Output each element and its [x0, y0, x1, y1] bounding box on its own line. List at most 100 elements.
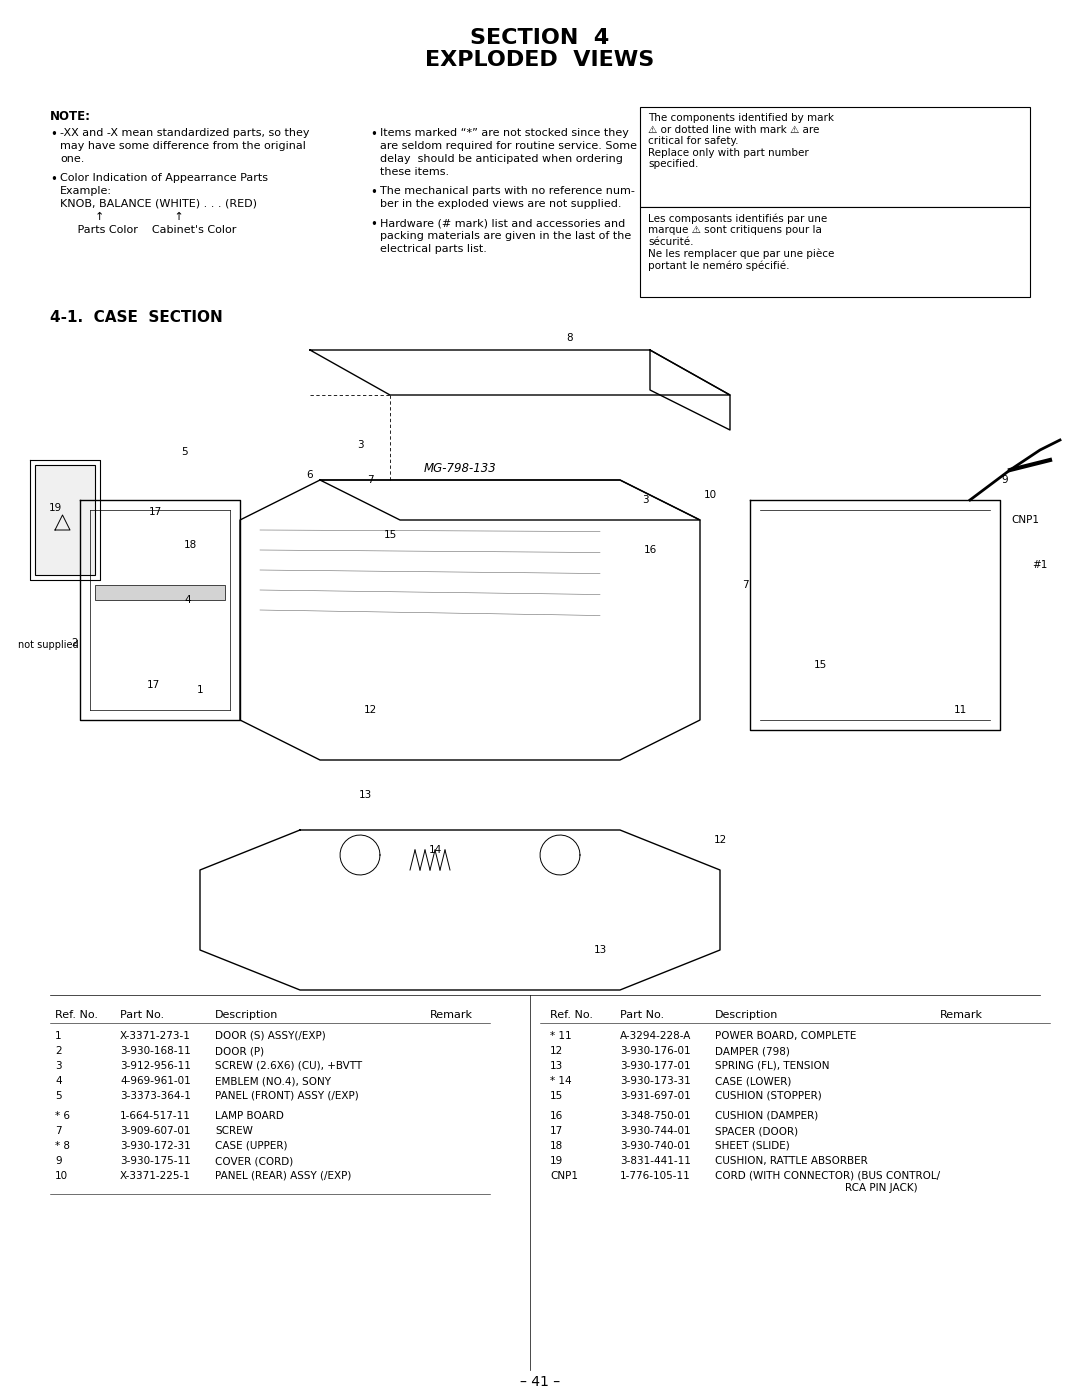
Text: 17: 17	[550, 1126, 564, 1136]
Text: 18: 18	[184, 541, 197, 550]
Text: 16: 16	[644, 545, 657, 555]
Text: Remark: Remark	[430, 1010, 473, 1020]
Text: 4: 4	[55, 1076, 62, 1085]
Text: A-3294-228-A: A-3294-228-A	[620, 1031, 691, 1041]
Text: 1: 1	[197, 685, 203, 694]
Text: 15: 15	[813, 659, 826, 671]
Text: 14: 14	[429, 845, 442, 855]
Text: #1: #1	[1032, 560, 1048, 570]
Text: 2: 2	[71, 638, 79, 648]
Text: CNP1: CNP1	[550, 1171, 578, 1180]
Text: packing materials are given in the last of the: packing materials are given in the last …	[380, 231, 631, 242]
Text: 3-831-441-11: 3-831-441-11	[620, 1155, 691, 1166]
Text: are seldom required for routine service. Some: are seldom required for routine service.…	[380, 141, 637, 151]
Text: Parts Color    Cabinet's Color: Parts Color Cabinet's Color	[60, 225, 237, 235]
Text: 3: 3	[642, 495, 648, 504]
Text: -XX and -X mean standardized parts, so they: -XX and -X mean standardized parts, so t…	[60, 129, 310, 138]
Text: 18: 18	[550, 1141, 564, 1151]
Text: X-3371-273-1: X-3371-273-1	[120, 1031, 191, 1041]
Text: one.: one.	[60, 154, 84, 163]
Text: DAMPER (798): DAMPER (798)	[715, 1046, 789, 1056]
Text: 9: 9	[1001, 475, 1009, 485]
Text: 5: 5	[55, 1091, 62, 1101]
Text: RCA PIN JACK): RCA PIN JACK)	[715, 1183, 918, 1193]
Text: Les composants identifiés par une
marque ⚠ sont critiquens pour la
sécurité.
Ne : Les composants identifiés par une marque…	[648, 212, 835, 271]
Text: 3-930-744-01: 3-930-744-01	[620, 1126, 690, 1136]
Text: 13: 13	[359, 789, 372, 800]
Text: 12: 12	[363, 705, 377, 715]
Text: CUSHION (STOPPER): CUSHION (STOPPER)	[715, 1091, 822, 1101]
Text: 15: 15	[383, 529, 396, 541]
Text: CORD (WITH CONNECTOR) (BUS CONTROL/: CORD (WITH CONNECTOR) (BUS CONTROL/	[715, 1171, 940, 1180]
Text: 4-969-961-01: 4-969-961-01	[120, 1076, 191, 1085]
Text: 19: 19	[49, 503, 62, 513]
Text: •: •	[50, 129, 57, 141]
Text: 3-912-956-11: 3-912-956-11	[120, 1060, 191, 1071]
Text: Items marked “*” are not stocked since they: Items marked “*” are not stocked since t…	[380, 129, 629, 138]
Text: Part No.: Part No.	[620, 1010, 664, 1020]
Text: not supplied: not supplied	[17, 640, 79, 650]
Text: •: •	[370, 218, 377, 231]
Text: 15: 15	[550, 1091, 564, 1101]
Text: SPACER (DOOR): SPACER (DOOR)	[715, 1126, 798, 1136]
Text: 3-930-740-01: 3-930-740-01	[620, 1141, 690, 1151]
Text: 2: 2	[55, 1046, 62, 1056]
Text: 12: 12	[550, 1046, 564, 1056]
Text: The components identified by mark
⚠ or dotted line with mark ⚠ are
critical for : The components identified by mark ⚠ or d…	[648, 113, 834, 169]
Text: Color Indication of Appearrance Parts: Color Indication of Appearrance Parts	[60, 173, 268, 183]
Text: ber in the exploded views are not supplied.: ber in the exploded views are not suppli…	[380, 198, 621, 210]
Text: CASE (LOWER): CASE (LOWER)	[715, 1076, 792, 1085]
Text: MG-798-133: MG-798-133	[423, 461, 497, 475]
Bar	[640, 207, 1030, 298]
Text: Description: Description	[215, 1010, 279, 1020]
Text: * 6: * 6	[55, 1111, 70, 1120]
Text: 17: 17	[147, 680, 160, 690]
Text: EXPLODED  VIEWS: EXPLODED VIEWS	[426, 50, 654, 70]
Text: 1-776-105-11: 1-776-105-11	[620, 1171, 691, 1180]
Text: SCREW (2.6X6) (CU), +BVTT: SCREW (2.6X6) (CU), +BVTT	[215, 1060, 362, 1071]
Text: 7: 7	[55, 1126, 62, 1136]
Bar	[640, 108, 1030, 207]
Text: delay  should be anticipated when ordering: delay should be anticipated when orderin…	[380, 154, 623, 163]
Text: electrical parts list.: electrical parts list.	[380, 244, 487, 254]
Text: POWER BOARD, COMPLETE: POWER BOARD, COMPLETE	[715, 1031, 856, 1041]
Text: ↑                    ↑: ↑ ↑	[60, 212, 184, 222]
Text: CUSHION (DAMPER): CUSHION (DAMPER)	[715, 1111, 819, 1120]
Text: PANEL (FRONT) ASSY (/EXP): PANEL (FRONT) ASSY (/EXP)	[215, 1091, 359, 1101]
Text: Example:: Example:	[60, 186, 112, 196]
Text: COVER (CORD): COVER (CORD)	[215, 1155, 294, 1166]
Text: 3-3373-364-1: 3-3373-364-1	[120, 1091, 191, 1101]
Text: 3-930-173-31: 3-930-173-31	[620, 1076, 691, 1085]
Text: LAMP BOARD: LAMP BOARD	[215, 1111, 284, 1120]
Text: CASE (UPPER): CASE (UPPER)	[215, 1141, 287, 1151]
Text: 6: 6	[307, 469, 313, 481]
Text: Hardware (# mark) list and accessories and: Hardware (# mark) list and accessories a…	[380, 218, 625, 228]
Text: 4: 4	[185, 595, 191, 605]
Bar	[35, 465, 95, 576]
Text: CNP1: CNP1	[1011, 515, 1039, 525]
Text: * 11: * 11	[550, 1031, 571, 1041]
Text: •: •	[370, 186, 377, 198]
Text: KNOB, BALANCE (WHITE) . . . (RED): KNOB, BALANCE (WHITE) . . . (RED)	[60, 198, 257, 210]
Text: 3-930-168-11: 3-930-168-11	[120, 1046, 191, 1056]
Text: may have some difference from the original: may have some difference from the origin…	[60, 141, 306, 151]
Text: 3: 3	[55, 1060, 62, 1071]
Text: •: •	[370, 129, 377, 141]
Text: 3-930-175-11: 3-930-175-11	[120, 1155, 191, 1166]
Text: – 41 –: – 41 –	[519, 1375, 561, 1389]
Text: 8: 8	[567, 332, 573, 344]
Text: 13: 13	[550, 1060, 564, 1071]
Text: Remark: Remark	[940, 1010, 983, 1020]
Text: 3-930-177-01: 3-930-177-01	[620, 1060, 690, 1071]
Text: SHEET (SLIDE): SHEET (SLIDE)	[715, 1141, 789, 1151]
Text: 13: 13	[593, 944, 607, 956]
Text: 1-664-517-11: 1-664-517-11	[120, 1111, 191, 1120]
Text: DOOR (P): DOOR (P)	[215, 1046, 265, 1056]
Text: Ref. No.: Ref. No.	[55, 1010, 98, 1020]
Text: 3-348-750-01: 3-348-750-01	[620, 1111, 690, 1120]
Text: 11: 11	[954, 705, 967, 715]
Text: 7: 7	[742, 580, 748, 590]
Text: PANEL (REAR) ASSY (/EXP): PANEL (REAR) ASSY (/EXP)	[215, 1171, 351, 1180]
Bar	[95, 585, 225, 599]
Text: 1: 1	[55, 1031, 62, 1041]
